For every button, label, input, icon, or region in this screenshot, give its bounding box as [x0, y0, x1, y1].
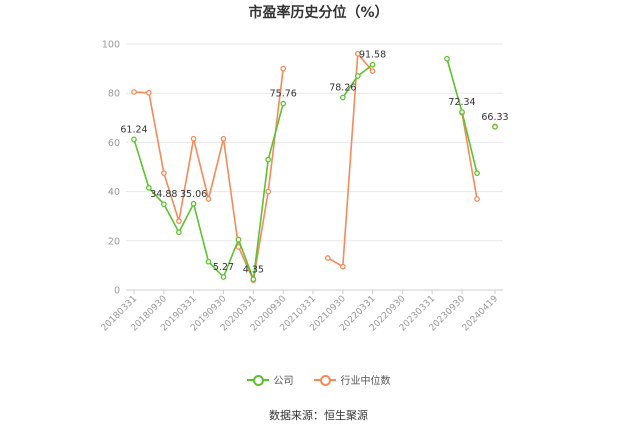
y-tick-label: 60 [108, 138, 120, 149]
series-industry-median [131, 50, 498, 284]
chart-title: 市盈率历史分位（%） [248, 5, 389, 21]
company-point [354, 73, 361, 79]
industry-median-point [220, 135, 227, 142]
x-tick-label: 20240419 [461, 294, 501, 334]
data-label: 91.58 [359, 50, 386, 61]
data-label: 34.88 [150, 189, 177, 200]
y-axis: 0 20 40 60 80 100 [102, 40, 120, 297]
data-label: 4.35 [243, 264, 264, 275]
company-point [190, 200, 197, 207]
industry-median-point [176, 218, 182, 224]
company-point [369, 61, 376, 68]
industry-median-line [133, 68, 284, 282]
legend-swatch-company [246, 374, 269, 386]
y-tick-label: 100 [102, 40, 120, 51]
industry-median-point [265, 188, 272, 195]
data-label: 5.27 [213, 262, 234, 273]
industry-median-point [474, 196, 480, 202]
legend-item-industry-median[interactable]: 行业中位数 [313, 372, 391, 387]
company-point [444, 55, 450, 62]
data-label: 72.34 [448, 97, 475, 108]
legend-label-industry-median: 行业中位数 [340, 376, 391, 387]
legend: 公司 行业中位数 [0, 372, 637, 387]
company-point [220, 274, 227, 280]
series-company [131, 55, 498, 283]
data-label: 78.26 [329, 82, 356, 93]
data-label: 35.06 [180, 189, 207, 200]
industry-median-point [324, 255, 331, 261]
company-point [265, 156, 272, 163]
company-point [176, 229, 182, 236]
y-tick-label: 80 [108, 89, 120, 100]
industry-median-point [205, 196, 212, 202]
legend-item-company[interactable]: 公司 [246, 372, 294, 387]
x-axis: 2018033120180930201903312019093020200331… [100, 290, 501, 334]
data-label: 61.24 [120, 124, 147, 135]
y-tick-label: 0 [114, 286, 120, 297]
data-labels: 61.24 34.88 35.06 5.27 4.35 75.76 78.26 91.58 72… [120, 50, 508, 276]
company-point [250, 276, 257, 283]
y-tick-label: 20 [108, 236, 120, 247]
company-point [161, 201, 167, 208]
grid-lines [126, 43, 503, 291]
industry-median-point [161, 170, 167, 176]
legend-label-company: 公司 [273, 376, 294, 387]
industry-median-point [369, 68, 376, 74]
company-point [280, 100, 287, 107]
company-point [459, 109, 465, 115]
company-point [235, 236, 242, 243]
y-tick-label: 40 [108, 187, 120, 198]
company-point [474, 170, 480, 176]
company-point [492, 123, 498, 130]
industry-median-point [280, 65, 287, 72]
industry-median-point [190, 135, 197, 142]
data-label: 75.76 [270, 89, 297, 100]
industry-median-point [354, 50, 361, 57]
data-source: 数据来源：恒生聚源 [269, 409, 368, 422]
legend-swatch-industry-median [313, 374, 336, 386]
industry-median-line [327, 52, 374, 268]
company-point [205, 258, 212, 265]
industry-median-point [131, 89, 137, 95]
company-point [131, 136, 137, 143]
company-point [146, 185, 152, 191]
data-label: 66.33 [481, 112, 508, 123]
industry-median-line [461, 112, 478, 200]
industry-median-point [146, 89, 152, 96]
industry-median-point [339, 263, 346, 270]
company-point [339, 94, 346, 101]
